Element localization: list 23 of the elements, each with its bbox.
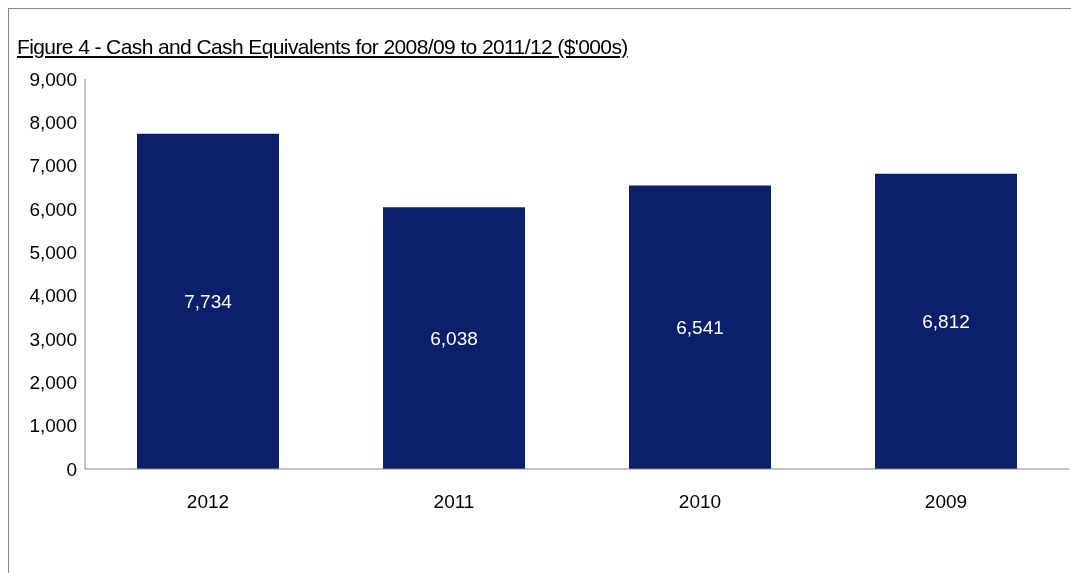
- x-tick-label: 2012: [186, 491, 230, 513]
- chart-title: Figure 4 - Cash and Cash Equivalents for 2008/09 to 2011/12 ($'000s): [17, 35, 628, 59]
- data-label: 7,734: [184, 291, 233, 313]
- y-tick-label: 4,000: [29, 285, 77, 307]
- bar: [383, 207, 525, 469]
- y-tick-label: 8,000: [29, 112, 77, 134]
- data-label: 6,812: [922, 311, 970, 333]
- data-label: 6,541: [676, 317, 724, 339]
- y-tick-label: 5,000: [29, 242, 77, 264]
- data-label: 6,038: [430, 327, 478, 349]
- x-tick-label: 2011: [433, 491, 475, 513]
- bar: [629, 185, 771, 469]
- y-tick-label: 7,000: [29, 155, 77, 177]
- x-tick-label: 2010: [678, 491, 722, 513]
- bar: [875, 173, 1017, 469]
- bar: [137, 133, 279, 469]
- y-tick-label: 1,000: [29, 415, 77, 437]
- y-tick-label: 0: [66, 458, 77, 480]
- y-tick-label: 3,000: [29, 328, 77, 350]
- x-tick-label: 2009: [924, 491, 968, 513]
- y-tick-label: 6,000: [29, 198, 77, 220]
- y-tick-label: 9,000: [29, 68, 77, 90]
- y-tick-label: 2,000: [29, 372, 77, 394]
